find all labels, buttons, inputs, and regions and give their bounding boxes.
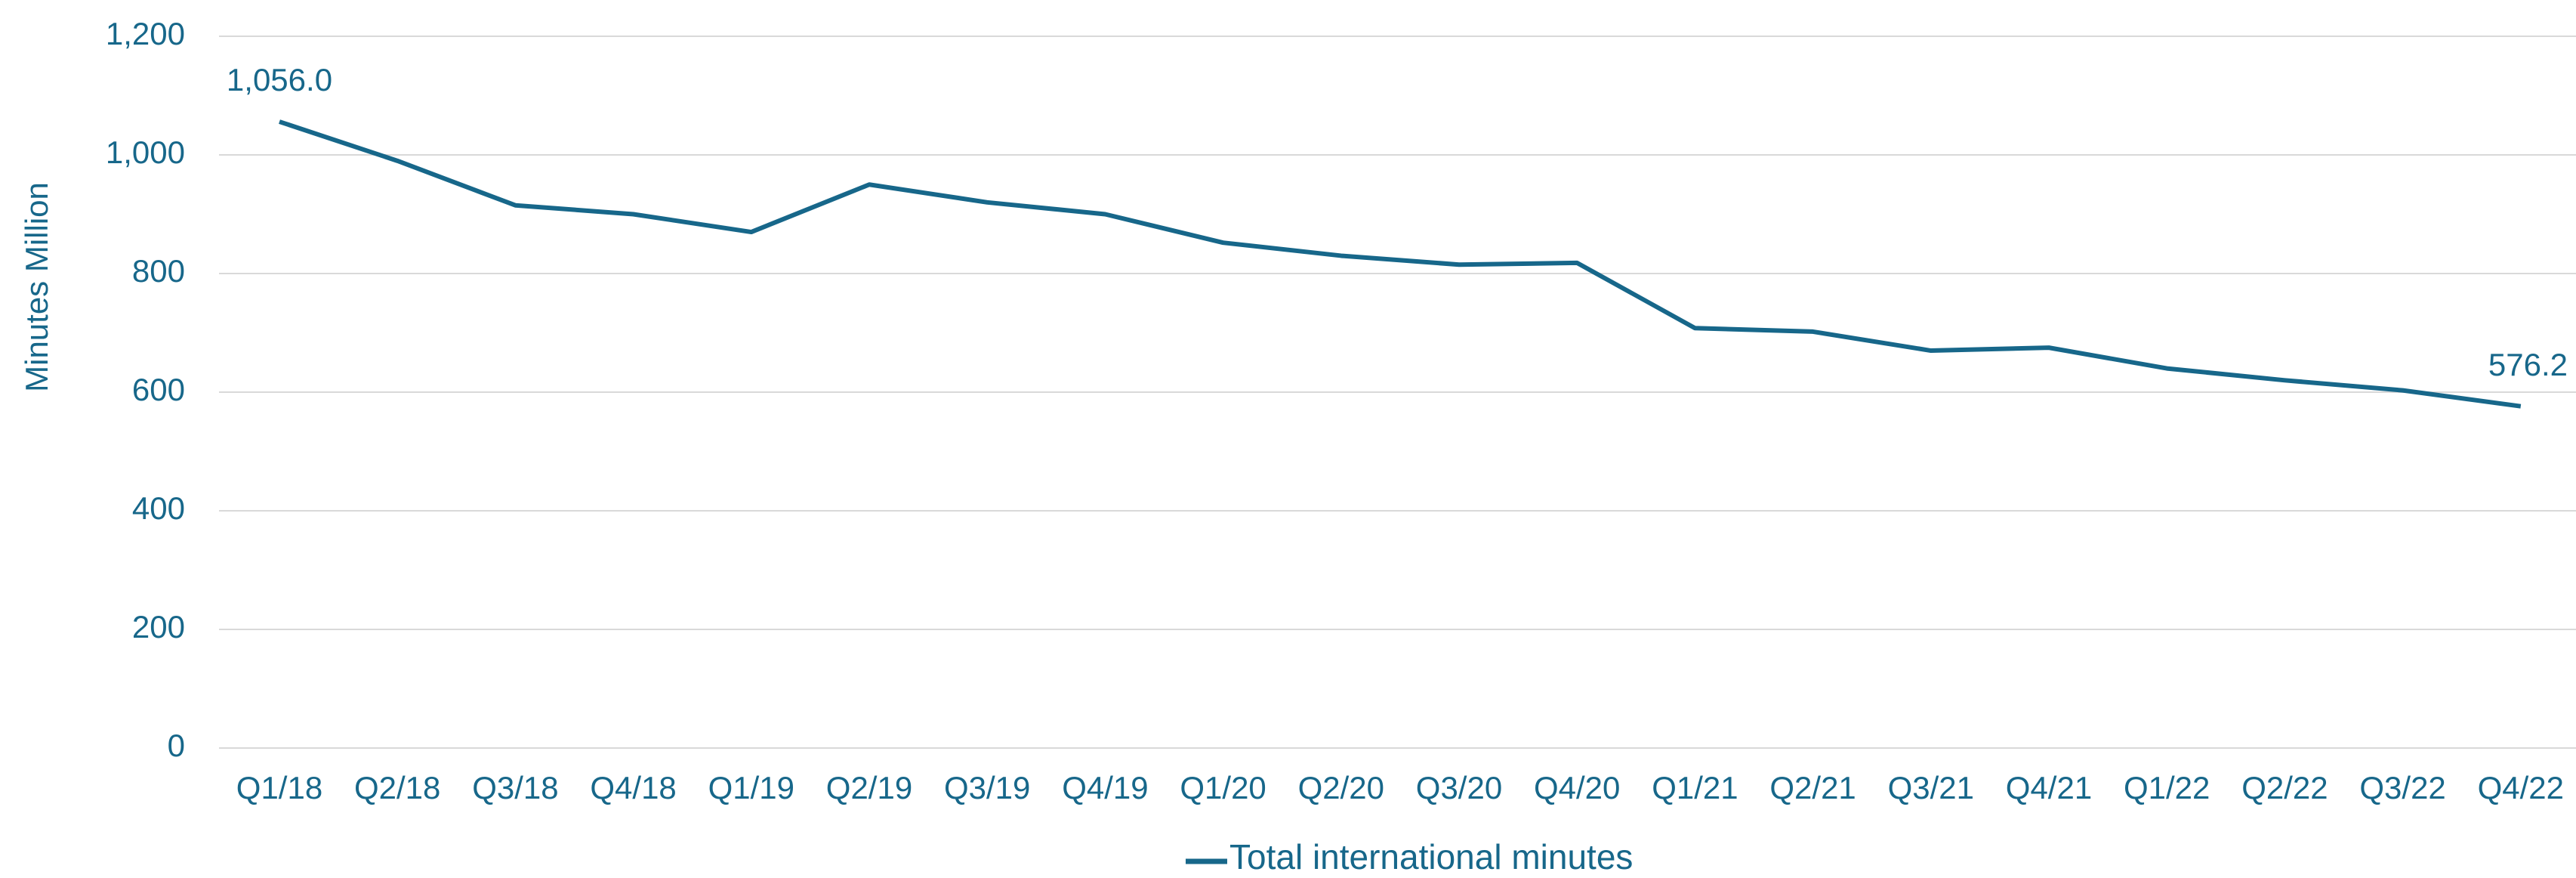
y-tick-label: 800 <box>132 253 185 289</box>
x-tick-label: Q2/20 <box>1298 770 1384 805</box>
x-tick-label: Q3/18 <box>472 770 558 805</box>
x-tick-label: Q4/20 <box>1534 770 1620 805</box>
legend-label: Total international minutes <box>1229 837 1633 876</box>
data-label: 576.2 <box>2488 347 2568 382</box>
data-label: 1,056.0 <box>227 62 332 97</box>
x-tick-label: Q1/20 <box>1180 770 1266 805</box>
x-tick-label: Q2/21 <box>1769 770 1856 805</box>
y-tick-label: 400 <box>132 490 185 526</box>
y-tick-label: 1,000 <box>106 134 185 170</box>
x-tick-label: Q4/19 <box>1062 770 1148 805</box>
y-tick-label: 1,200 <box>106 16 185 51</box>
x-tick-label: Q2/19 <box>826 770 912 805</box>
x-tick-label: Q1/21 <box>1652 770 1738 805</box>
x-tick-label: Q2/18 <box>354 770 440 805</box>
y-tick-label: 600 <box>132 372 185 407</box>
x-tick-label: Q3/22 <box>2359 770 2445 805</box>
x-tick-label: Q3/20 <box>1416 770 1502 805</box>
x-tick-label: Q1/22 <box>2124 770 2210 805</box>
y-tick-label: 0 <box>168 728 185 763</box>
x-tick-label: Q4/18 <box>590 770 676 805</box>
x-tick-label: Q4/22 <box>2478 770 2564 805</box>
y-axis-title: Minutes Million <box>19 182 54 392</box>
line <box>279 119 2522 409</box>
x-tick-label: Q4/21 <box>2006 770 2092 805</box>
x-tick-label: Q1/19 <box>708 770 794 805</box>
y-tick-label: 200 <box>132 609 185 645</box>
x-tick-label: Q2/22 <box>2241 770 2328 805</box>
x-tick-label: Q3/19 <box>944 770 1030 805</box>
x-tick-label: Q1/18 <box>236 770 322 805</box>
x-tick-label: Q3/21 <box>1888 770 1974 805</box>
